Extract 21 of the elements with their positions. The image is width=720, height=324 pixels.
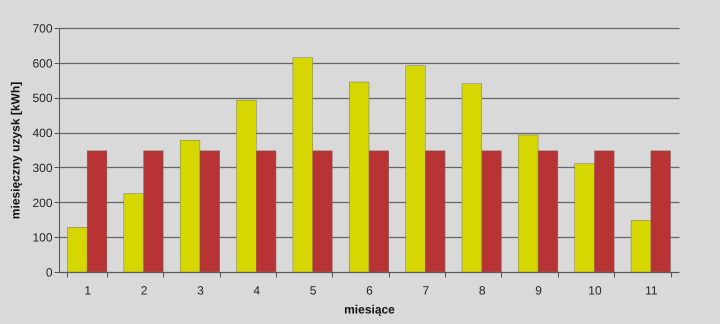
x-tick-label: 6 <box>366 284 374 298</box>
y-tick-label: 100 <box>32 230 53 245</box>
y-tick-label: 400 <box>32 126 53 140</box>
y-tick-label: 0 <box>46 266 53 280</box>
y-tick-label: 700 <box>32 22 53 36</box>
x-tick-label: 5 <box>310 284 317 298</box>
x-axis-title: miesiące <box>344 302 396 316</box>
y-axis-title: miesięczny uzysk [kWh] <box>8 82 22 220</box>
x-tick-label: 9 <box>535 284 542 298</box>
x-tick-label: 10 <box>588 284 602 298</box>
x-tick-label: 1 <box>84 284 92 298</box>
x-tick-label: 3 <box>197 284 204 298</box>
x-tick-label: 8 <box>478 284 486 298</box>
x-tick-label: 11 <box>645 284 658 298</box>
x-tick-label: 7 <box>422 284 430 298</box>
y-tick-label: 200 <box>32 196 53 210</box>
x-tick-label: 4 <box>253 284 260 298</box>
y-tick-label: 300 <box>32 160 53 175</box>
y-tick-label: 600 <box>32 56 53 70</box>
x-tick-label: 2 <box>140 284 148 298</box>
y-tick-label: 500 <box>32 91 53 106</box>
